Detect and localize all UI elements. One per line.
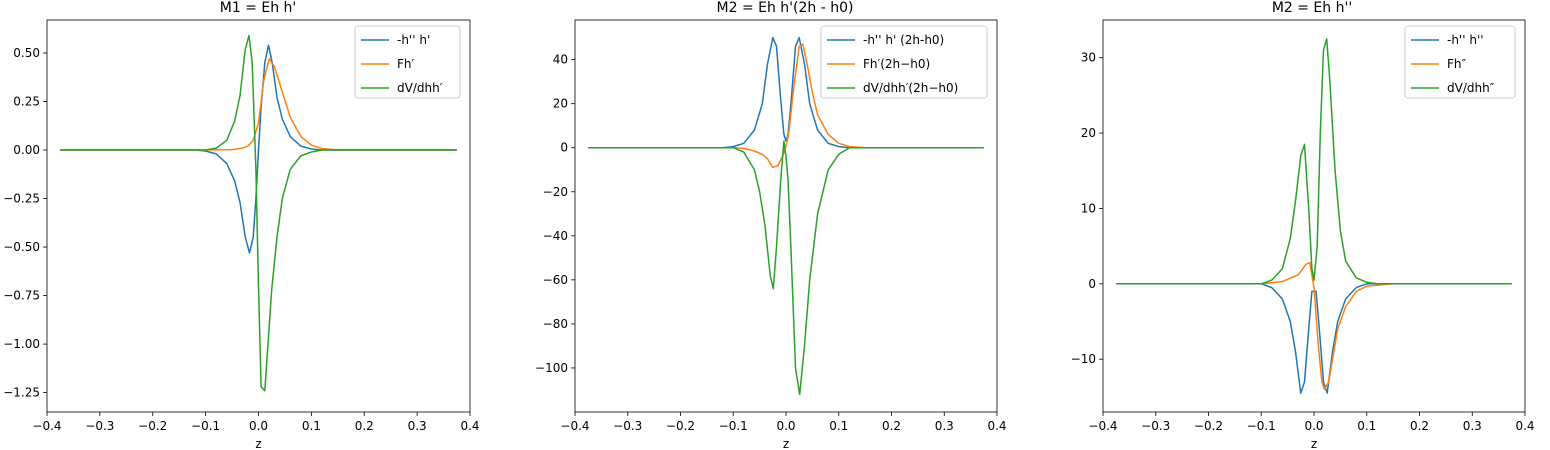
x-tick-label: 0.1 [1357, 419, 1376, 433]
y-tick-label: −60 [543, 273, 568, 287]
y-tick-label: 30 [1081, 51, 1096, 65]
series-line-2 [588, 140, 984, 396]
legend-label: dV/dhh′(2h−h0) [863, 81, 958, 95]
series-line-0 [588, 36, 984, 149]
x-tick-label: 0.0 [776, 419, 795, 433]
y-tick-label: −10 [1071, 352, 1096, 366]
x-tick-label: −0.3 [613, 419, 642, 433]
subplot-m2-h2: M2 = Eh h'' −0.4 −0.3 −0.2 −0.1 0.0 0.1 0.2 0.3… [1071, 0, 1535, 450]
subplot-m2-2h: M2 = Eh h'(2h - h0) −0.4 −0.3 −0.2 −0.1 0.0 0… [535, 0, 1007, 450]
y-tick-label: 40 [553, 53, 568, 67]
x-tick-label: 0.4 [1515, 419, 1534, 433]
x-tick-label: 0.1 [829, 419, 848, 433]
subplot-m1: M1 = Eh h' −0.4 −0.3 −0.2 −0.1 0.0 0.1 0.2 0.3 0… [3, 0, 479, 450]
chart-title: M2 = Eh h'' [1272, 0, 1352, 16]
x-tick-label: −0.4 [32, 419, 61, 433]
legend-label: Fh′(2h−h0) [863, 57, 930, 71]
legend-label: -h'' h'' [1447, 33, 1484, 47]
x-tick-label: −0.1 [1247, 419, 1276, 433]
legend-label: dV/dhh′ [397, 81, 443, 95]
y-tick-label: −100 [535, 361, 568, 375]
x-tick-label: 0.4 [460, 419, 479, 433]
legend-label: dV/dhh″ [1447, 81, 1495, 95]
legend-label: Fh′ [397, 57, 415, 71]
y-tick-label: 0.50 [13, 46, 40, 60]
x-tick-label: 0.4 [987, 419, 1006, 433]
x-tick-label: −0.4 [1088, 419, 1117, 433]
y-tick-label: 0.00 [13, 143, 40, 157]
chart-title: M2 = Eh h'(2h - h0) [717, 0, 854, 16]
y-tick-label: −0.75 [3, 289, 40, 303]
x-axis-label: z [783, 437, 789, 450]
series-line-0 [60, 44, 457, 254]
y-tick-label: −20 [543, 185, 568, 199]
x-tick-label: 0.0 [1304, 419, 1323, 433]
x-axis-label: z [1311, 437, 1317, 450]
y-tick-label: −1.00 [3, 337, 40, 351]
y-tick-label: 0.25 [13, 95, 40, 109]
x-tick-label: 0.3 [1463, 419, 1482, 433]
legend-label: -h'' h' [397, 33, 430, 47]
series-line-1 [60, 58, 457, 151]
legend-label: Fh″ [1447, 57, 1467, 71]
series-line-0 [1116, 283, 1512, 394]
x-axis-label: z [255, 437, 261, 450]
x-tick-label: −0.4 [560, 419, 589, 433]
series-line-1 [588, 43, 984, 169]
x-tick-label: −0.2 [138, 419, 167, 433]
y-tick-label: −0.50 [3, 240, 40, 254]
y-tick-label: 20 [553, 97, 568, 111]
y-tick-label: 10 [1081, 201, 1096, 215]
series-line-2 [60, 34, 457, 392]
x-tick-label: 0.0 [249, 419, 268, 433]
y-tick-label: 20 [1081, 126, 1096, 140]
series-line-2 [1116, 38, 1512, 285]
legend-box [820, 25, 988, 99]
chart-title: M1 = Eh h' [220, 0, 297, 16]
x-tick-label: −0.2 [1194, 419, 1223, 433]
y-tick-label: −1.25 [3, 386, 40, 400]
x-tick-label: 0.3 [408, 419, 427, 433]
x-tick-label: −0.1 [191, 419, 220, 433]
x-tick-label: −0.3 [85, 419, 114, 433]
x-tick-label: −0.1 [719, 419, 748, 433]
y-tick-label: −0.25 [3, 192, 40, 206]
series-line-1 [1116, 261, 1512, 391]
x-tick-label: 0.2 [1410, 419, 1429, 433]
x-tick-label: 0.2 [882, 419, 901, 433]
legend-box [354, 25, 461, 99]
x-tick-label: −0.2 [666, 419, 695, 433]
y-tick-label: 0 [1088, 277, 1096, 291]
y-tick-label: −40 [543, 229, 568, 243]
x-tick-label: −0.3 [1141, 419, 1170, 433]
y-tick-label: −80 [543, 317, 568, 331]
y-tick-label: 0 [560, 141, 568, 155]
x-tick-label: 0.3 [935, 419, 954, 433]
x-tick-label: 0.1 [302, 419, 321, 433]
legend-box [1404, 25, 1516, 99]
x-tick-label: 0.2 [355, 419, 374, 433]
legend-label: -h'' h' (2h-h0) [863, 33, 944, 47]
